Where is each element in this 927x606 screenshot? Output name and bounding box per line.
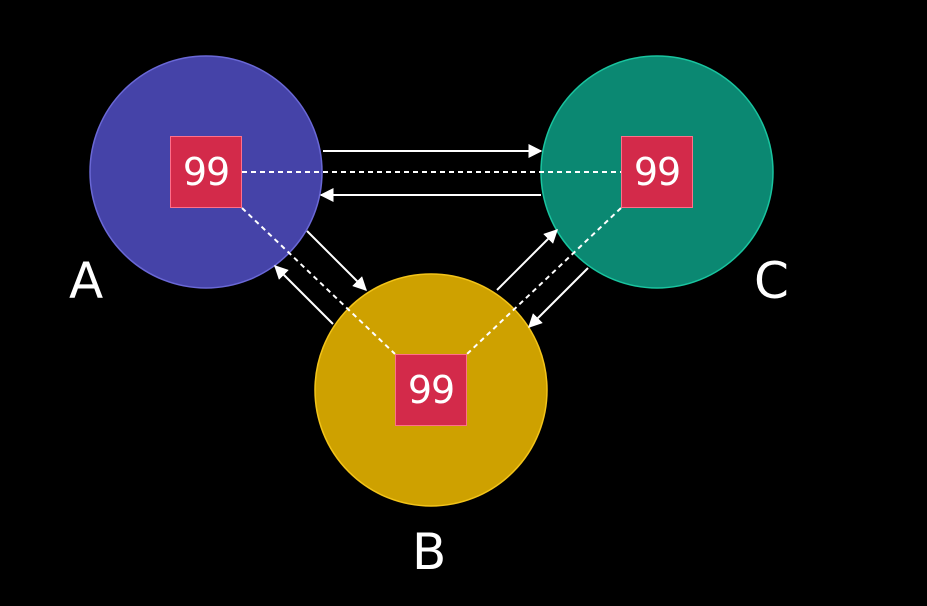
arrow-b-to-a <box>274 265 334 325</box>
arrow-a-to-b <box>306 230 367 291</box>
node-a-label: A <box>69 252 104 310</box>
node-a-value: 99 <box>170 136 242 208</box>
arrow-c-to-b <box>528 267 589 328</box>
node-b-label: B <box>412 523 447 581</box>
arrow-b-to-c <box>496 229 558 291</box>
node-c-value: 99 <box>621 136 693 208</box>
node-b-value: 99 <box>395 354 467 426</box>
dashed-link-c-b <box>466 207 622 355</box>
node-c-label: C <box>754 252 789 310</box>
